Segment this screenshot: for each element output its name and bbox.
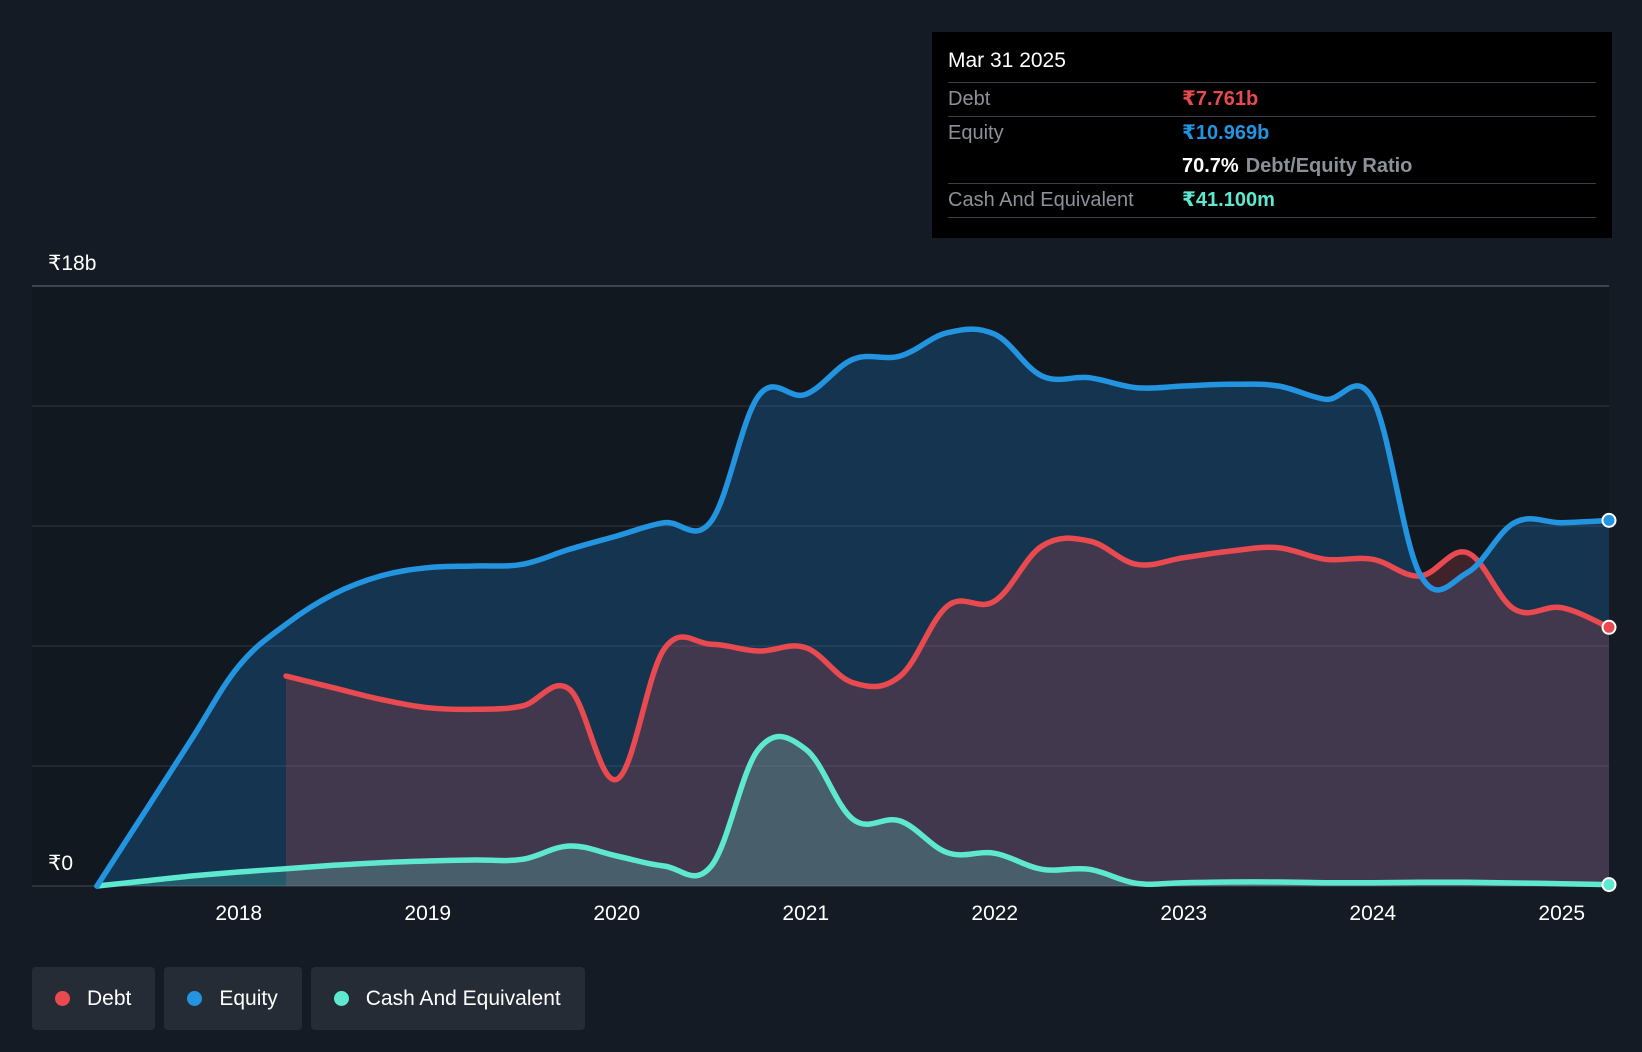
x-tick-label: 2025 [1538, 902, 1585, 925]
equity-end-point [1601, 512, 1617, 528]
cash-and-equivalent-area [97, 736, 1609, 886]
x-tick-label: 2023 [1160, 902, 1207, 925]
equity-line [94, 326, 1612, 889]
legend-item-debt[interactable]: Debt [32, 967, 156, 1030]
debt-end-point [1601, 619, 1617, 635]
debt-dot-icon [55, 991, 70, 1006]
legend-item-equity[interactable]: Equity [164, 967, 302, 1030]
x-axis-tick-labels: 2018 2019 2020 2021 2022 2023 2024 2025 [215, 902, 1585, 925]
tooltip-equity-row: Equity ₹10.969b [948, 116, 1596, 150]
debt-line [283, 535, 1612, 783]
tooltip-ratio-value: 70.7% [1182, 155, 1239, 177]
tooltip-cash-row: Cash And Equivalent ₹41.100m [948, 183, 1596, 218]
data-tooltip: Mar 31 2025 Debt ₹7.761b Equity ₹10.969b… [932, 32, 1612, 238]
x-tick-label: 2019 [404, 902, 451, 925]
cash-dot-icon [333, 991, 349, 1006]
tooltip-debt-value: ₹7.761b [1182, 88, 1259, 110]
x-tick-label: 2020 [593, 902, 640, 925]
cash-and-equivalent-end-point [1601, 877, 1617, 893]
tooltip-debt-row: Debt ₹7.761b [948, 82, 1596, 116]
tooltip-debt-label: Debt [948, 88, 991, 110]
legend-item-cash[interactable]: Cash And Equivalent [310, 967, 585, 1030]
chart-legend: Debt Equity Cash And Equivalent [32, 967, 585, 1030]
series-areas [97, 329, 1609, 886]
tooltip-ratio-row: 70.7% Debt/Equity Ratio [948, 150, 1596, 183]
tooltip-cash-label: Cash And Equivalent [948, 189, 1134, 211]
x-tick-label: 2022 [971, 902, 1018, 925]
tooltip-equity-value: ₹10.969b [1182, 122, 1270, 144]
legend-label-debt: Debt [87, 986, 132, 1010]
tooltip-cash-value: ₹41.100m [1182, 189, 1275, 211]
tooltip-equity-label: Equity [948, 122, 1004, 144]
legend-label-cash: Cash And Equivalent [365, 986, 561, 1010]
tooltip-ratio-label: Debt/Equity Ratio [1245, 155, 1413, 177]
x-tick-label: 2018 [215, 902, 262, 925]
legend-label-equity: Equity [219, 986, 278, 1010]
series-end-markers [1601, 512, 1617, 893]
x-tick-label: 2024 [1349, 902, 1396, 925]
y-axis-max-label: ₹18b [48, 252, 96, 275]
cash-and-equivalent-line [94, 733, 1612, 889]
debt-area [286, 538, 1609, 886]
equity-area [97, 329, 1609, 886]
x-tick-label: 2021 [782, 902, 829, 925]
y-axis-zero-label: ₹0 [48, 852, 73, 875]
series-lines [94, 326, 1612, 889]
tooltip-date: Mar 31 2025 [948, 49, 1066, 72]
equity-dot-icon [187, 991, 203, 1006]
